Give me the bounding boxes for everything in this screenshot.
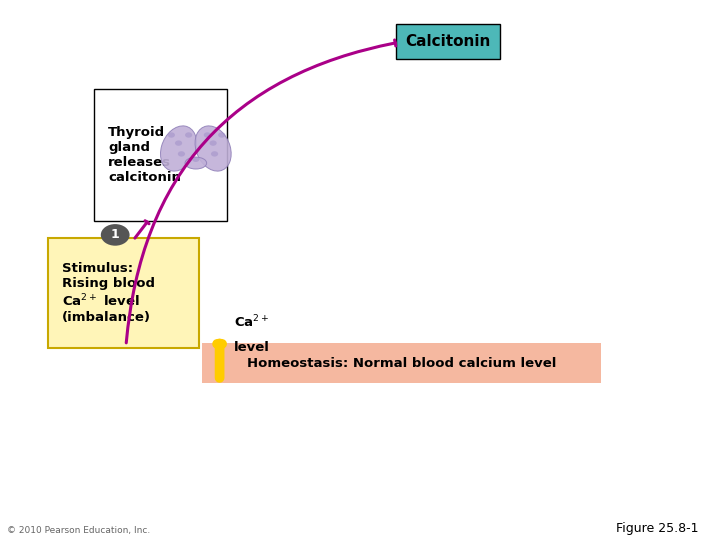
Ellipse shape [192,157,199,162]
Text: 1: 1 [111,228,120,241]
Ellipse shape [195,126,231,171]
Ellipse shape [218,132,225,138]
Ellipse shape [185,132,192,138]
Ellipse shape [211,151,218,157]
Ellipse shape [161,126,197,171]
Ellipse shape [210,140,217,146]
Text: Homeostasis: Normal blood calcium level: Homeostasis: Normal blood calcium level [247,356,556,370]
Circle shape [101,224,130,246]
Ellipse shape [168,132,175,138]
Text: Stimulus:
Rising blood
Ca$^{2+}$ level
(imbalance): Stimulus: Rising blood Ca$^{2+}$ level (… [62,262,155,324]
FancyBboxPatch shape [396,24,500,59]
Text: Thyroid
gland
releases
calcitonin: Thyroid gland releases calcitonin [108,126,181,184]
Text: Calcitonin: Calcitonin [405,35,491,49]
Text: Ca$^{2+}$: Ca$^{2+}$ [234,314,269,330]
Text: © 2010 Pearson Education, Inc.: © 2010 Pearson Education, Inc. [7,525,150,535]
Text: level: level [234,341,270,354]
Text: Figure 25.8-1: Figure 25.8-1 [616,522,698,535]
Ellipse shape [185,157,207,169]
Ellipse shape [204,132,211,138]
FancyBboxPatch shape [48,238,199,348]
Ellipse shape [178,151,185,157]
Ellipse shape [175,140,182,146]
FancyBboxPatch shape [94,89,227,221]
FancyBboxPatch shape [202,343,601,383]
